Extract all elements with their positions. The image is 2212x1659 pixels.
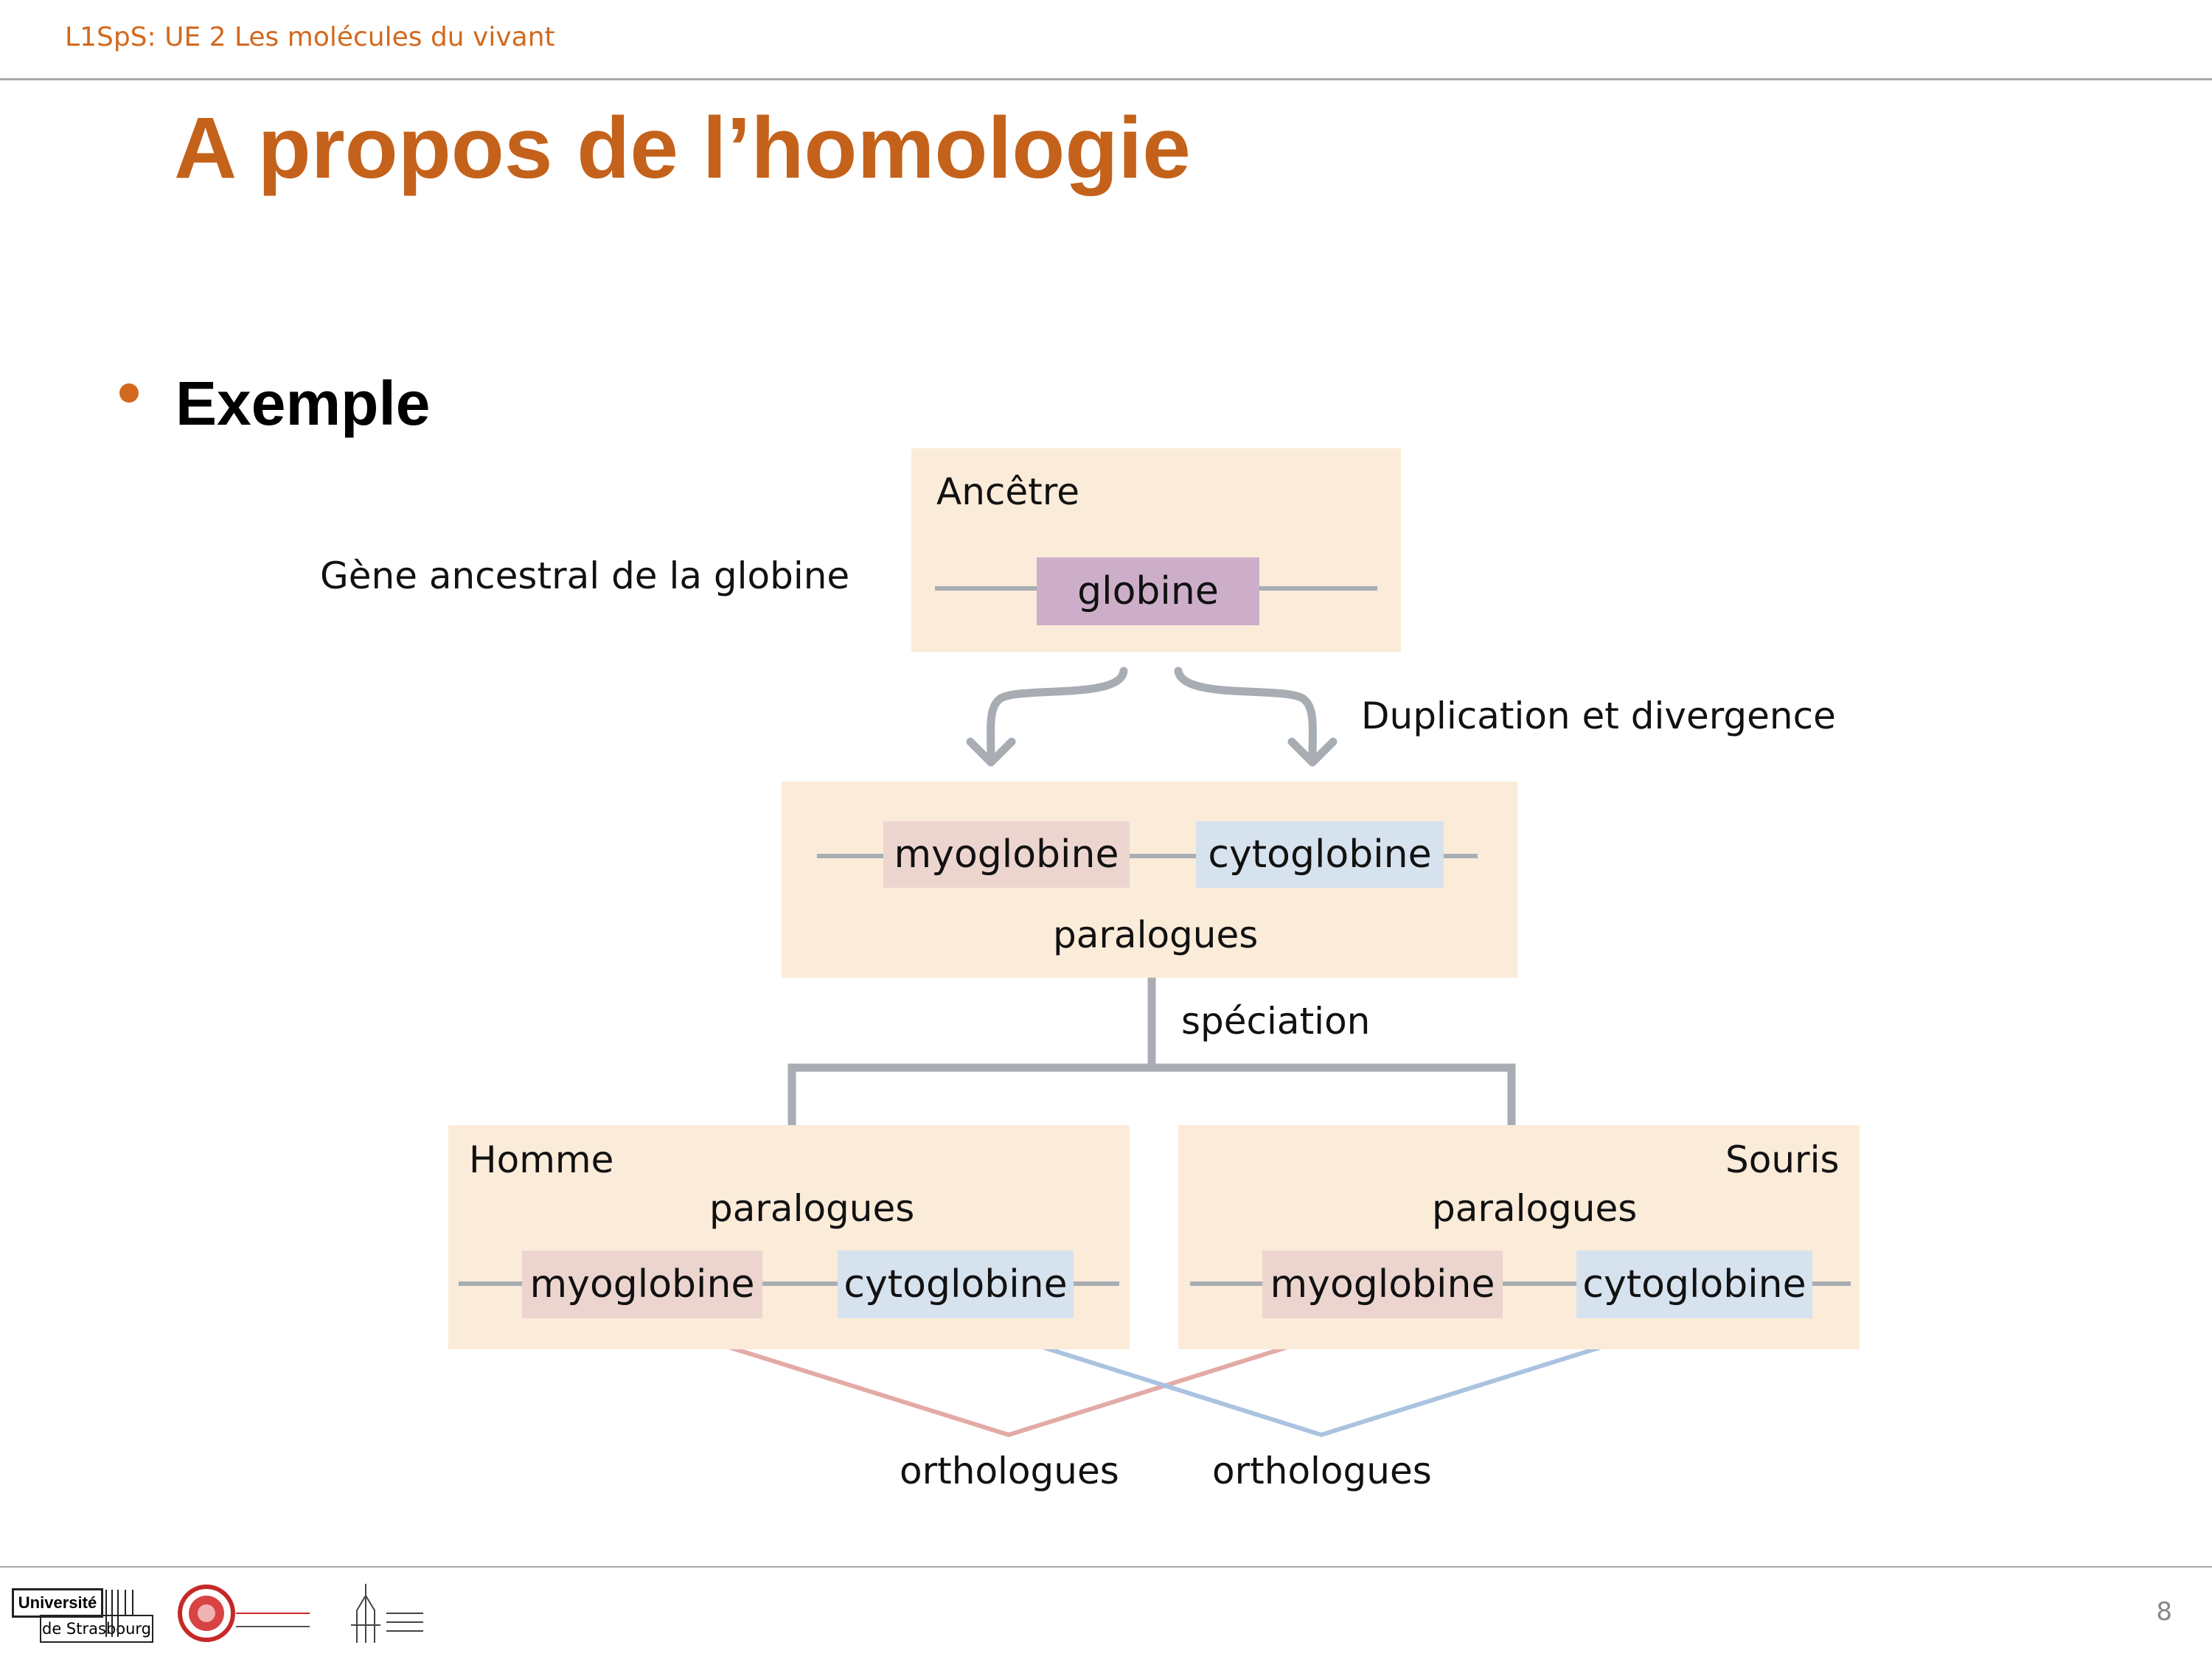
ortholog-label-cytoglobine: orthologues [1212,1450,1432,1492]
duplication-arrowhead-left [966,737,1016,767]
human-gene-cytoglobine: cytoglobine [838,1251,1074,1318]
ortholog-label-myoglobine: orthologues [900,1450,1119,1492]
course-header: L1SpS: UE 2 Les molécules du vivant [65,22,555,52]
human-dna-line [459,1281,1119,1286]
logo-text-universite: Université [12,1588,103,1618]
mouse-gene-myoglobine: myoglobine [1262,1251,1503,1318]
human-gene-myoglobine: myoglobine [522,1251,762,1318]
faculte-medecine-logo [178,1585,310,1642]
paralog-gene-cytoglobine: cytoglobine [1196,821,1444,888]
mouse-paralog-label: paralogues [1432,1187,1638,1230]
bullet-icon [119,383,139,403]
duplication-arrow-right [1174,667,1317,762]
paralog-dna-line [817,854,1478,858]
ortholog-line-myoglobine [636,1316,1380,1438]
ancestor-title: Ancêtre [936,470,1079,513]
mouse-gene-cytoglobine: cytoglobine [1576,1251,1812,1318]
duplication-arrow-left [987,667,1128,762]
mouse-dna-line [1190,1281,1851,1286]
slide-title: A propos de l’homologie [174,100,1191,197]
footer-rule [0,1566,2212,1568]
header-rule [0,78,2212,80]
duplication-arrowhead-right [1287,737,1338,767]
paralog-gene-myoglobine: myoglobine [883,821,1130,888]
human-title: Homme [469,1138,614,1181]
speciation-label: spéciation [1181,1000,1371,1043]
universite-strasbourg-logo: Université de Strasbourg [10,1587,153,1643]
ancestor-side-label: Gène ancestral de la globine [320,554,850,597]
hopitaux-universitaires-logo [351,1584,423,1643]
duplication-label: Duplication et divergence [1361,695,1836,737]
logo-text-strasbourg: de Strasbourg [40,1615,153,1643]
logo-bars-icon [105,1590,133,1637]
human-paralog-label: paralogues [709,1187,915,1230]
paralog-label: paralogues [1053,914,1259,956]
page-number: 8 [2156,1597,2172,1627]
mouse-title: Souris [1725,1138,1840,1181]
ortholog-line-cytoglobine [950,1316,1694,1438]
ancestor-gene-globine: globine [1037,557,1259,625]
bullet-text: Exemple [175,369,431,438]
